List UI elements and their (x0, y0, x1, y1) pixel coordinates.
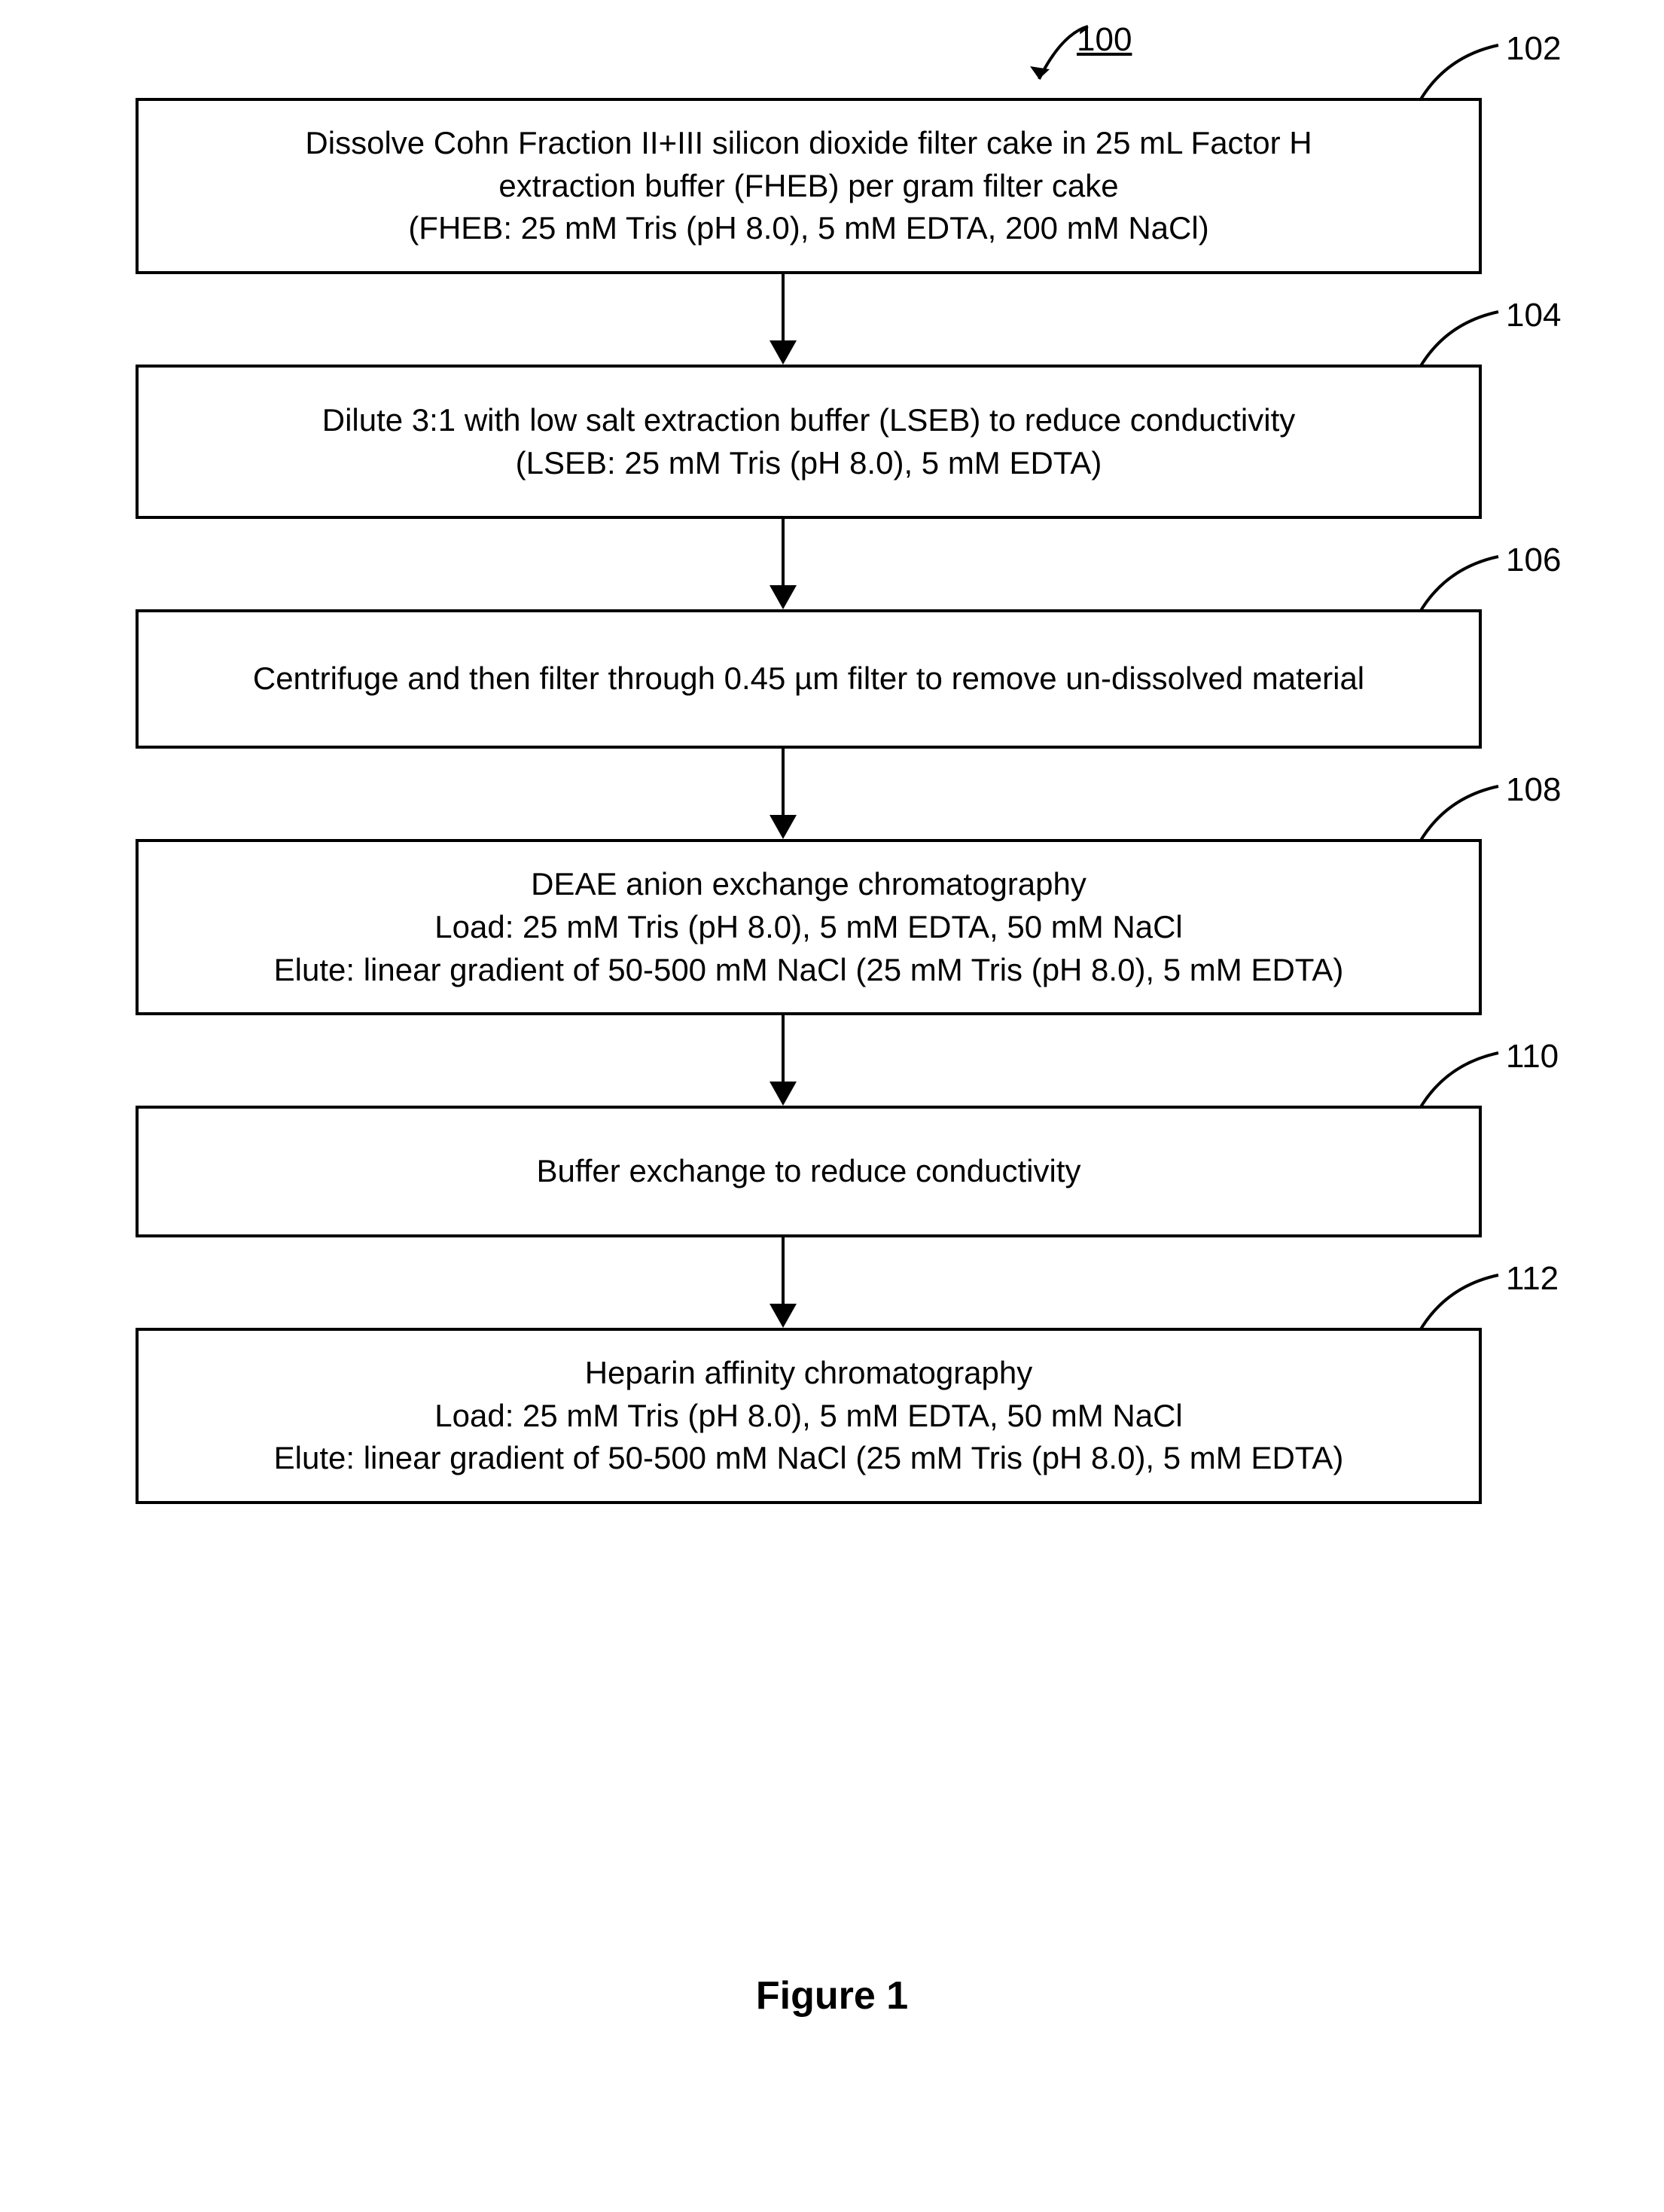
step-line: Buffer exchange to reduce conductivity (536, 1153, 1080, 1188)
step-box-108: DEAE anion exchange chromatography Load:… (136, 839, 1482, 1015)
step-box-110: Buffer exchange to reduce conductivity (136, 1106, 1482, 1237)
flow-arrow (136, 1015, 1431, 1106)
step-line: (LSEB: 25 mM Tris (pH 8.0), 5 mM EDTA) (516, 445, 1102, 481)
ref-label-112: 112 (1506, 1260, 1559, 1298)
ref-label-106: 106 (1506, 542, 1561, 579)
step-line: Heparin affinity chromatography (585, 1355, 1033, 1390)
flow-arrow (136, 1237, 1431, 1328)
step-line: Dilute 3:1 with low salt extraction buff… (322, 402, 1296, 438)
step-box-106: Centrifuge and then filter through 0.45 … (136, 609, 1482, 749)
page: 100 102 Dissolve Cohn Fraction II+III si… (0, 0, 1664, 2212)
figure-caption: Figure 1 (0, 1973, 1664, 2018)
step-line: DEAE anion exchange chromatography (531, 866, 1086, 902)
step-box-112: Heparin affinity chromatography Load: 25… (136, 1328, 1482, 1504)
step-box-104: Dilute 3:1 with low salt extraction buff… (136, 365, 1482, 519)
step-line: Elute: linear gradient of 50-500 mM NaCl… (274, 1440, 1344, 1475)
step-line: Dissolve Cohn Fraction II+III silicon di… (305, 125, 1312, 160)
step-line: extraction buffer (FHEB) per gram filter… (498, 168, 1118, 203)
flowchart: 102 Dissolve Cohn Fraction II+III silico… (136, 98, 1528, 1504)
step-line: Load: 25 mM Tris (pH 8.0), 5 mM EDTA, 50… (434, 909, 1182, 944)
flow-arrow (136, 274, 1431, 365)
step-box-102: Dissolve Cohn Fraction II+III silicon di… (136, 98, 1482, 274)
flow-arrow (136, 749, 1431, 839)
flow-arrow (136, 519, 1431, 609)
ref-label-100: 100 (1077, 21, 1132, 59)
ref-label-104: 104 (1506, 297, 1561, 334)
step-line: Elute: linear gradient of 50-500 mM NaCl… (274, 952, 1344, 987)
step-line: Centrifuge and then filter through 0.45 … (253, 661, 1364, 696)
step-line: Load: 25 mM Tris (pH 8.0), 5 mM EDTA, 50… (434, 1398, 1182, 1433)
ref-label-108: 108 (1506, 771, 1561, 809)
ref-label-110: 110 (1506, 1038, 1559, 1075)
ref-label-102: 102 (1506, 30, 1561, 68)
step-line: (FHEB: 25 mM Tris (pH 8.0), 5 mM EDTA, 2… (408, 210, 1208, 246)
